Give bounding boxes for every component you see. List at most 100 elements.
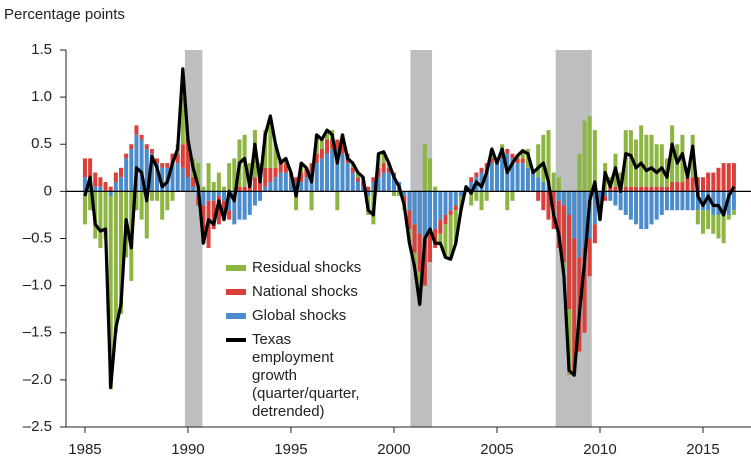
bar-segment	[428, 233, 433, 263]
x-tick-label: 1985	[68, 441, 101, 458]
bar-segment	[623, 191, 628, 215]
bar-segment	[670, 191, 675, 211]
bar-segment	[520, 163, 525, 192]
bar-segment	[345, 163, 350, 192]
bar-segment	[422, 191, 427, 239]
bar-segment	[361, 186, 366, 192]
bar-segment	[649, 134, 654, 187]
bar-segment	[510, 158, 515, 192]
bar-segment	[433, 229, 438, 248]
bar-segment	[520, 148, 525, 159]
bar-segment	[716, 214, 721, 239]
bar-segment	[252, 191, 257, 206]
bar-segment	[185, 177, 190, 192]
bar-segment	[634, 139, 639, 187]
y-tick-label: –2.0	[23, 371, 52, 388]
bar-segment	[700, 210, 706, 234]
bar-segment	[325, 139, 330, 154]
bar-segment	[433, 186, 438, 192]
bar-segment	[700, 191, 706, 211]
bar-segment	[371, 177, 376, 182]
bar-segment	[237, 186, 242, 192]
x-tick-label: 1990	[171, 441, 204, 458]
bar-segment	[319, 148, 324, 159]
bar-segment	[726, 163, 731, 192]
bar-segment	[175, 163, 180, 192]
bar-segment	[82, 191, 87, 225]
bar-segment	[191, 186, 196, 192]
bar-segment	[500, 158, 505, 192]
bar-segment	[448, 210, 453, 215]
bar-segment	[458, 191, 463, 197]
bar-segment	[283, 163, 288, 173]
bar-segment	[407, 210, 412, 230]
legend-label: Global shocks	[252, 307, 347, 324]
bar-segment	[160, 163, 165, 168]
bar-segment	[680, 181, 685, 192]
bar-segment	[98, 177, 103, 187]
bar-segment	[314, 163, 319, 192]
bar-segment	[314, 153, 319, 164]
bar-segment	[531, 172, 536, 192]
bar-segment	[515, 158, 520, 164]
bar-segment	[484, 167, 489, 192]
bar-segment	[443, 214, 448, 225]
bar-segment	[294, 191, 299, 211]
bar-segment	[273, 167, 278, 178]
x-tick-label: 2015	[686, 441, 719, 458]
bar-segment	[309, 191, 314, 211]
bar-segment	[433, 191, 438, 230]
bar-segment	[623, 186, 628, 192]
bar-segment	[551, 172, 556, 192]
legend-swatch	[226, 289, 246, 295]
bar-segment	[721, 163, 726, 192]
bar-segment	[206, 163, 211, 192]
bar-segment	[268, 167, 273, 182]
bar-segment	[160, 191, 165, 220]
bar-segment	[299, 172, 304, 182]
bar-segment	[222, 200, 227, 220]
bar-segment	[618, 191, 623, 211]
bar-segment	[113, 181, 118, 192]
bar-segment	[165, 163, 170, 168]
bar-segment	[644, 191, 649, 230]
bar-segment	[93, 186, 98, 192]
bar-segment	[510, 153, 515, 159]
bar-segment	[98, 191, 103, 248]
bar-segment	[134, 191, 139, 211]
y-tick-label: –1.0	[23, 277, 52, 294]
legend: Residual shocks National shocks Global sho…	[226, 259, 376, 427]
bar-segment	[675, 191, 680, 211]
legend-item: National shocks	[226, 283, 376, 301]
bar-segment	[556, 177, 561, 192]
bar-segment	[216, 172, 221, 192]
bar-segment	[649, 186, 654, 192]
bar-segment	[335, 148, 340, 192]
bar-segment	[247, 163, 252, 182]
bar-segment	[659, 186, 664, 192]
bar-segment	[479, 191, 484, 211]
bar-segment	[319, 139, 324, 149]
bar-segment	[381, 163, 386, 173]
bar-segment	[489, 158, 494, 164]
bar-segment	[211, 191, 216, 201]
bar-segment	[731, 210, 736, 215]
bar-segment	[129, 144, 134, 149]
bar-segment	[690, 177, 695, 192]
bar-segment	[227, 210, 232, 220]
bar-segment	[113, 172, 118, 182]
bar-segment	[263, 186, 268, 192]
bar-segment	[453, 210, 458, 244]
bar-segment	[355, 172, 360, 178]
bar-segment	[510, 191, 515, 201]
bar-segment	[355, 181, 360, 192]
bar-segment	[716, 167, 721, 192]
bar-segment	[93, 172, 98, 187]
x-tick-label: 1995	[274, 441, 307, 458]
bar-segment	[546, 130, 551, 187]
bar-segment	[113, 191, 118, 333]
bar-segment	[628, 186, 633, 192]
bar-segment	[155, 191, 160, 201]
